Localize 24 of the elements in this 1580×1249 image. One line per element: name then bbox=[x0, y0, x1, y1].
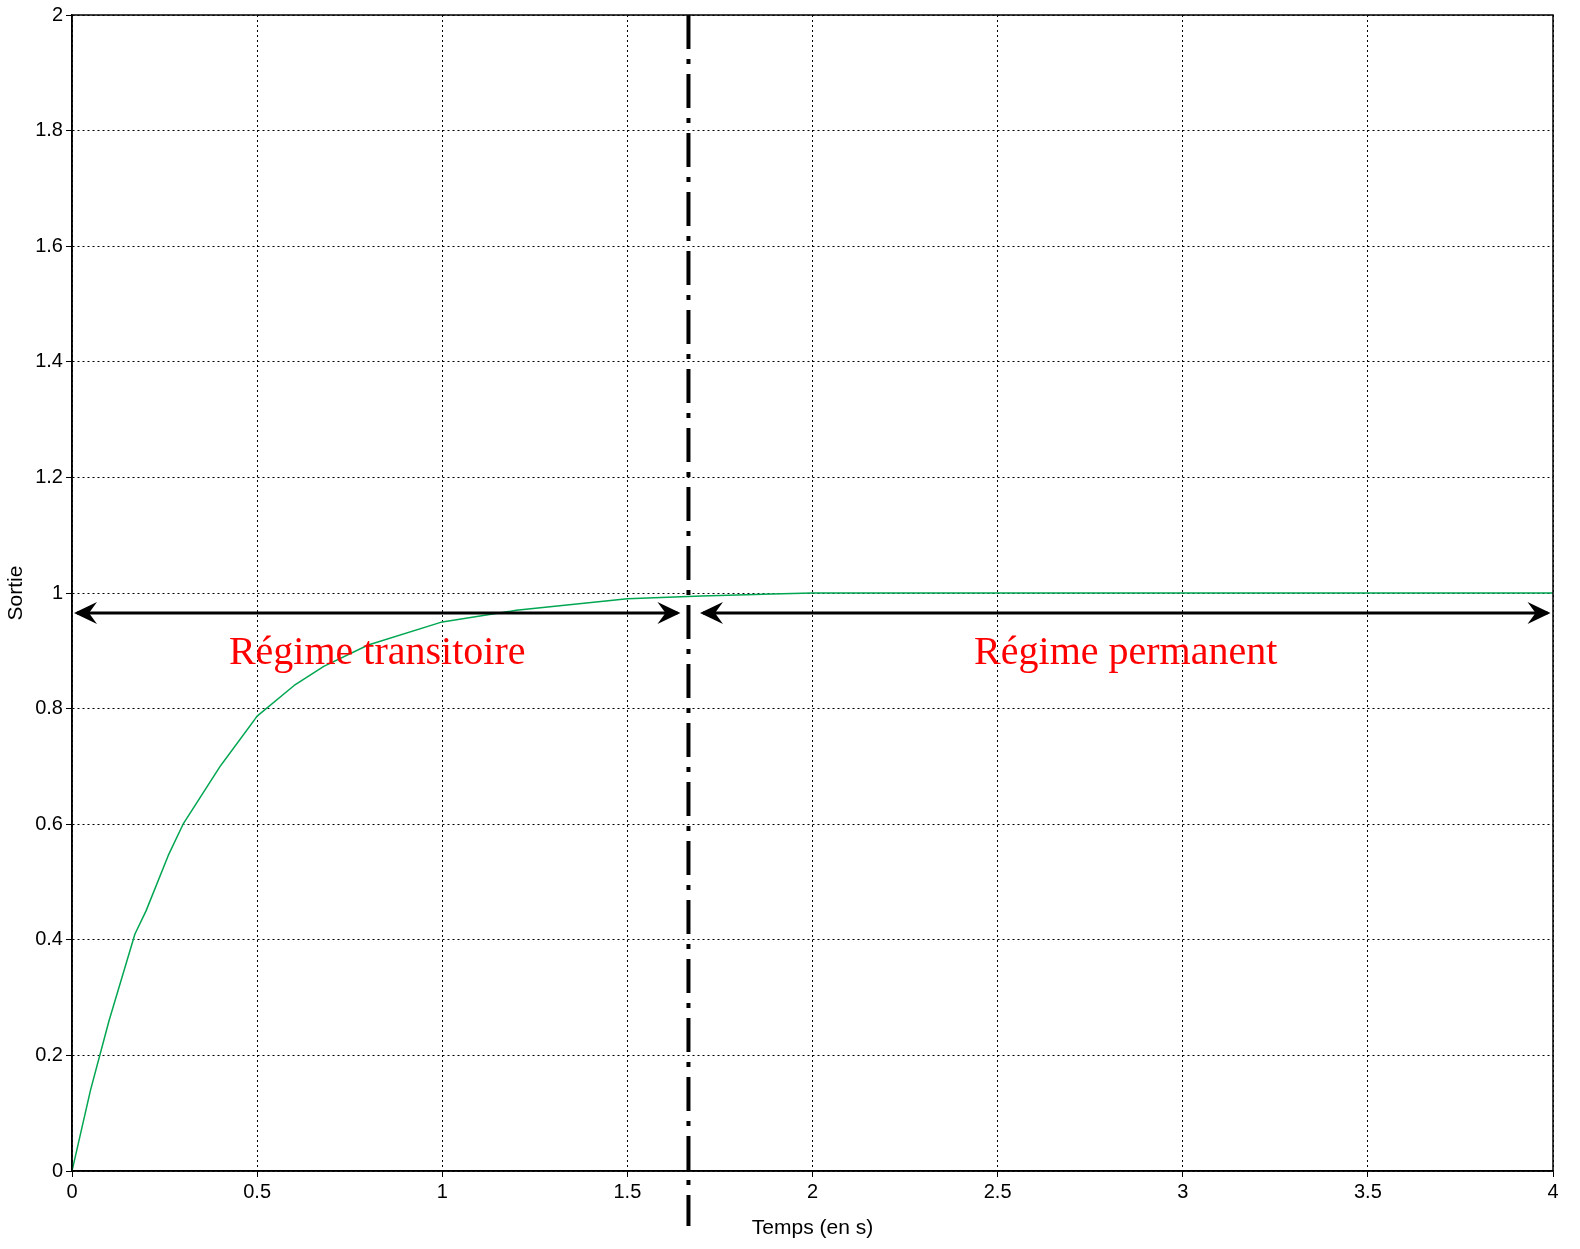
x-tick-label: 0 bbox=[66, 1179, 78, 1202]
x-tick-label: 1.5 bbox=[613, 1179, 642, 1202]
y-tick-label: 0.8 bbox=[35, 696, 63, 719]
y-tick-label: 0.4 bbox=[35, 927, 63, 950]
y-tick-label: 1.6 bbox=[35, 233, 63, 256]
x-tick-label: 4 bbox=[1547, 1179, 1559, 1202]
x-axis-title: Temps (en s) bbox=[751, 1215, 874, 1239]
y-tick-label: 1.2 bbox=[35, 464, 63, 487]
x-tick-label: 2 bbox=[806, 1179, 819, 1202]
annotation: Régime transitoire bbox=[228, 627, 526, 673]
y-tick-label: 1.8 bbox=[35, 118, 63, 141]
y-tick-label: 1.4 bbox=[35, 349, 63, 372]
x-tick-label: 1 bbox=[436, 1179, 448, 1202]
x-tick-label: 2.5 bbox=[983, 1179, 1012, 1202]
annotation: Régime permanent bbox=[974, 627, 1278, 673]
y-tick-label: 0 bbox=[51, 1158, 63, 1181]
x-tick-label: 0.5 bbox=[243, 1179, 272, 1202]
y-tick-label: 1 bbox=[51, 580, 63, 603]
x-tick-label: 3 bbox=[1177, 1179, 1189, 1202]
y-tick-label: 0.6 bbox=[35, 811, 63, 834]
y-tick-label: 0.2 bbox=[35, 1042, 63, 1065]
y-axis-title: Sortie bbox=[3, 565, 27, 621]
x-tick-label: 3.5 bbox=[1353, 1179, 1382, 1202]
y-tick-label: 2 bbox=[51, 2, 63, 25]
